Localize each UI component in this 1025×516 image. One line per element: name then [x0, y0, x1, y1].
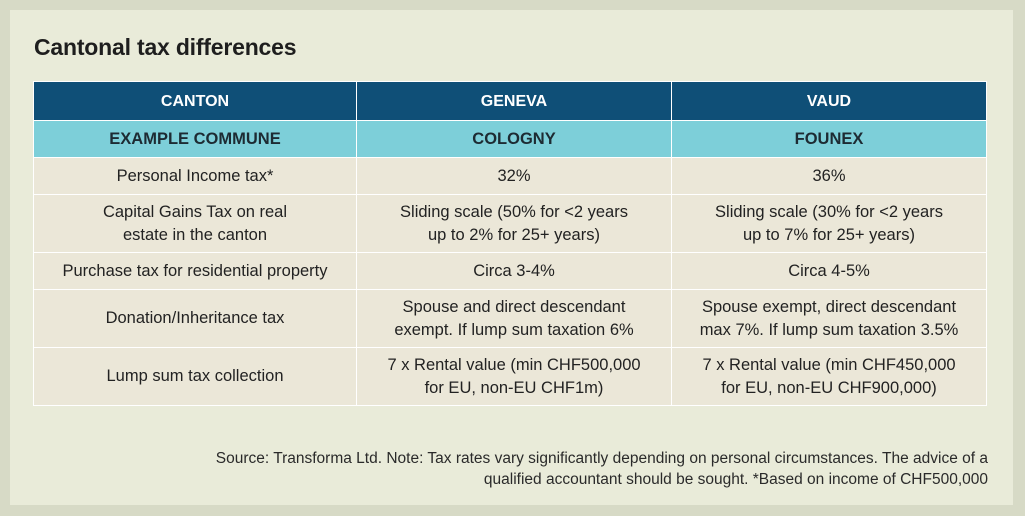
- subheader-geneva: COLOGNY: [356, 120, 672, 158]
- table-row: Purchase tax for residential property Ci…: [33, 252, 987, 290]
- row-value-line: 7 x Rental value (min CHF500,000: [387, 355, 641, 374]
- row-value-line: for EU, non-EU CHF1m): [424, 378, 604, 397]
- row-vaud: Circa 4-5%: [671, 252, 987, 290]
- row-vaud: Spouse exempt, direct descendant max 7%.…: [671, 289, 987, 348]
- row-value-line: exempt. If lump sum taxation 6%: [394, 320, 634, 339]
- table-row: Donation/Inheritance tax Spouse and dire…: [33, 289, 987, 348]
- table-row: Lump sum tax collection 7 x Rental value…: [33, 347, 987, 406]
- row-label: Donation/Inheritance tax: [33, 289, 357, 348]
- source-line: qualified accountant should be sought. *…: [483, 471, 988, 488]
- row-value-line: Spouse and direct descendant: [402, 297, 626, 316]
- row-label-line: estate in the canton: [122, 225, 268, 244]
- row-value-line: max 7%. If lump sum taxation 3.5%: [699, 320, 959, 339]
- row-label: Lump sum tax collection: [33, 347, 357, 406]
- row-value-line: up to 7% for 25+ years): [743, 225, 915, 244]
- row-value-line: Spouse exempt, direct descendant: [701, 297, 957, 316]
- tax-card: Cantonal tax differences CANTON GENEVA V…: [10, 10, 1013, 505]
- row-geneva: 32%: [356, 157, 672, 195]
- page-title: Cantonal tax differences: [34, 34, 297, 60]
- row-geneva: Spouse and direct descendant exempt. If …: [356, 289, 672, 348]
- header-geneva: GENEVA: [356, 81, 672, 121]
- row-label-line: Capital Gains Tax on real: [102, 202, 288, 221]
- tax-table: CANTON GENEVA VAUD EXAMPLE COMMUNE COLOG…: [33, 81, 987, 406]
- row-label: Capital Gains Tax on real estate in the …: [33, 194, 357, 253]
- source-line: Source: Transforma Ltd. Note: Tax rates …: [215, 450, 988, 467]
- row-vaud: 7 x Rental value (min CHF450,000 for EU,…: [671, 347, 987, 406]
- table-row: Capital Gains Tax on real estate in the …: [33, 194, 987, 253]
- header-vaud: VAUD: [671, 81, 987, 121]
- row-value-line: Sliding scale (50% for <2 years: [400, 202, 628, 221]
- row-geneva: 7 x Rental value (min CHF500,000 for EU,…: [356, 347, 672, 406]
- row-geneva: Circa 3-4%: [356, 252, 672, 290]
- row-value-line: 7 x Rental value (min CHF450,000: [702, 355, 956, 374]
- row-value-line: for EU, non-EU CHF900,000): [721, 378, 937, 397]
- subheader-row: EXAMPLE COMMUNE COLOGNY FOUNEX: [33, 120, 987, 158]
- header-row: CANTON GENEVA VAUD: [33, 81, 987, 121]
- row-label: Purchase tax for residential property: [33, 252, 357, 290]
- row-label: Personal Income tax*: [33, 157, 357, 195]
- source-note: Source: Transforma Ltd. Note: Tax rates …: [70, 448, 988, 490]
- row-value-line: up to 2% for 25+ years): [428, 225, 600, 244]
- row-geneva: Sliding scale (50% for <2 years up to 2%…: [356, 194, 672, 253]
- row-vaud: 36%: [671, 157, 987, 195]
- table-row: Personal Income tax* 32% 36%: [33, 157, 987, 195]
- subheader-vaud: FOUNEX: [671, 120, 987, 158]
- row-value-line: Sliding scale (30% for <2 years: [715, 202, 943, 221]
- header-canton: CANTON: [33, 81, 357, 121]
- row-vaud: Sliding scale (30% for <2 years up to 7%…: [671, 194, 987, 253]
- subheader-label: EXAMPLE COMMUNE: [33, 120, 357, 158]
